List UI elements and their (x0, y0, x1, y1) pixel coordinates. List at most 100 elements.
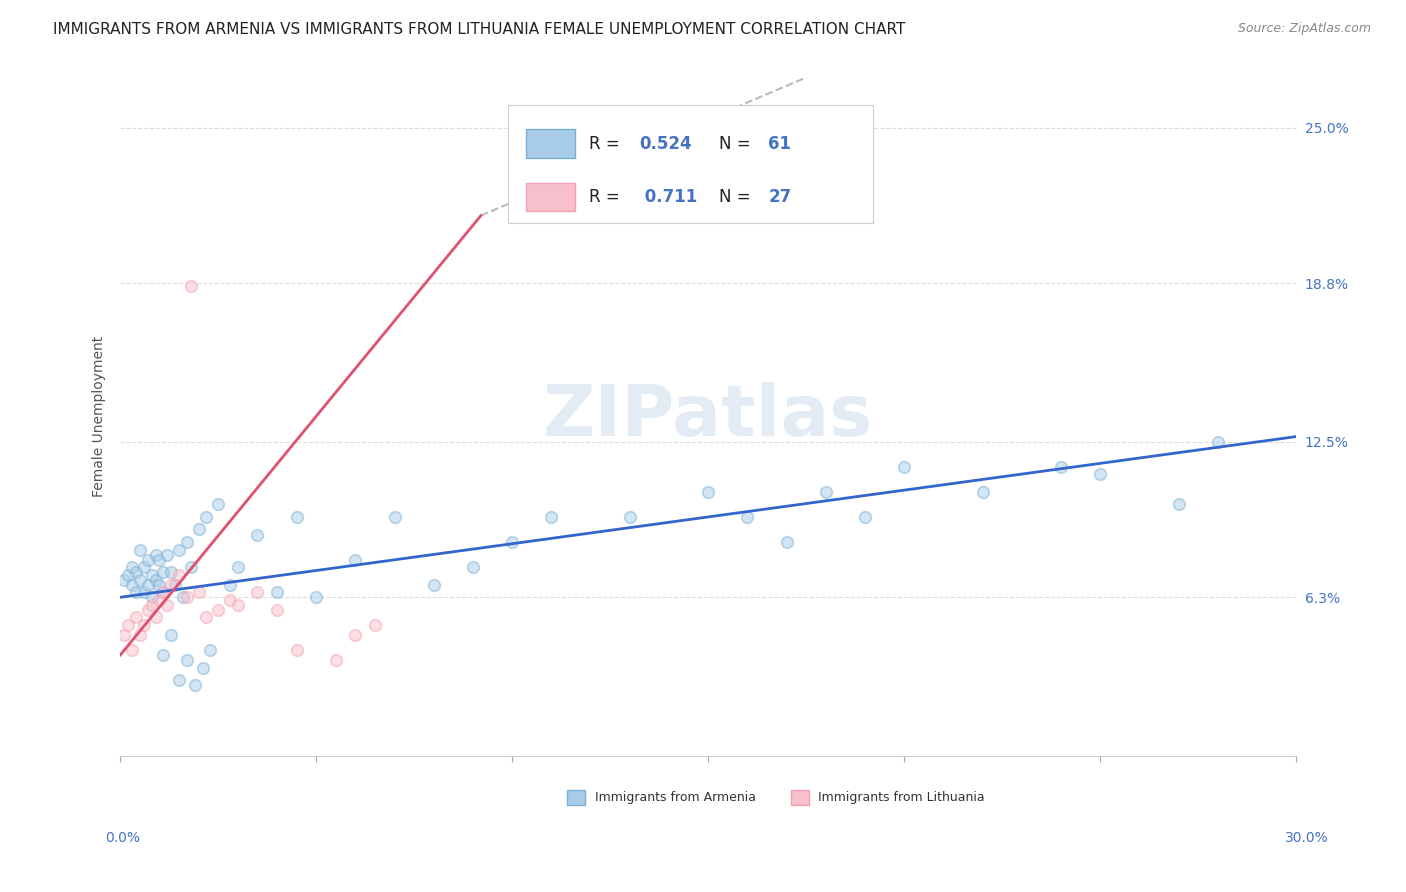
Point (141, 591, 163, 605)
Point (121, 643, 143, 657)
Point (136, 603, 159, 617)
Point (501, 535, 523, 549)
Point (285, 643, 308, 657)
Point (737, 510, 759, 524)
Point (423, 578, 446, 592)
Point (226, 598, 249, 612)
Point (697, 484, 720, 499)
Point (191, 660, 214, 674)
Y-axis label: Female Unemployment: Female Unemployment (93, 336, 107, 497)
Point (461, 560, 484, 574)
Bar (526, 129, 575, 158)
Point (814, 484, 837, 499)
Point (117, 618, 139, 632)
Text: Immigrants from Lithuania: Immigrants from Lithuania (818, 791, 984, 804)
Point (145, 610, 167, 624)
Point (226, 560, 249, 574)
Point (187, 523, 209, 537)
Point (246, 527, 269, 541)
Point (148, 552, 170, 566)
Point (364, 618, 387, 632)
Point (128, 542, 150, 557)
Point (160, 578, 183, 592)
Point (344, 628, 367, 642)
Point (180, 278, 202, 293)
Text: R =: R = (589, 188, 626, 206)
Point (128, 573, 150, 587)
Text: 27: 27 (768, 188, 792, 206)
FancyBboxPatch shape (509, 104, 873, 223)
Point (167, 673, 190, 688)
Bar (790, 790, 808, 805)
Point (145, 573, 167, 587)
Point (619, 510, 641, 524)
Point (125, 610, 148, 624)
Point (207, 603, 229, 617)
Point (384, 510, 406, 524)
Point (128, 628, 150, 642)
Point (165, 578, 187, 592)
Point (266, 603, 288, 617)
Point (183, 678, 205, 692)
Point (180, 560, 202, 574)
Point (246, 585, 269, 599)
Point (112, 573, 135, 587)
Point (152, 565, 174, 579)
Point (540, 510, 562, 524)
Point (148, 578, 170, 592)
Point (176, 653, 198, 667)
Point (156, 548, 179, 562)
Point (176, 535, 198, 549)
Point (972, 484, 994, 499)
Text: 61: 61 (768, 135, 792, 153)
Point (132, 618, 155, 632)
Point (1050, 459, 1073, 474)
Point (160, 565, 183, 579)
Point (325, 653, 347, 667)
Text: 0.711: 0.711 (638, 188, 697, 206)
Text: Source: ZipAtlas.com: Source: ZipAtlas.com (1237, 22, 1371, 36)
Point (776, 535, 799, 549)
Point (219, 578, 242, 592)
Text: IMMIGRANTS FROM ARMENIA VS IMMIGRANTS FROM LITHUANIA FEMALE UNEMPLOYMENT CORRELA: IMMIGRANTS FROM ARMENIA VS IMMIGRANTS FR… (53, 22, 905, 37)
Text: N =: N = (718, 188, 756, 206)
Point (187, 585, 209, 599)
Point (141, 567, 163, 582)
Point (136, 578, 159, 592)
Point (172, 591, 194, 605)
Point (167, 567, 190, 582)
Point (305, 591, 328, 605)
Point (1167, 497, 1189, 511)
Bar (526, 183, 575, 211)
Point (167, 542, 190, 557)
Point (200, 643, 222, 657)
Point (152, 648, 174, 662)
Text: Immigrants from Armenia: Immigrants from Armenia (595, 791, 755, 804)
Point (132, 585, 155, 599)
Point (853, 510, 876, 524)
Point (156, 598, 179, 612)
Point (152, 585, 174, 599)
Point (117, 567, 139, 582)
Point (141, 598, 163, 612)
Point (136, 552, 159, 566)
Point (121, 560, 143, 574)
Point (125, 565, 148, 579)
Point (285, 510, 308, 524)
Point (195, 610, 218, 624)
Text: 30.0%: 30.0% (1285, 831, 1329, 846)
Text: 0.524: 0.524 (638, 135, 692, 153)
Point (152, 585, 174, 599)
Text: N =: N = (718, 135, 756, 153)
Bar (567, 790, 585, 805)
Point (1090, 467, 1112, 482)
Point (160, 628, 183, 642)
Point (266, 585, 288, 599)
Point (344, 552, 367, 566)
Point (125, 585, 148, 599)
Point (1206, 434, 1229, 449)
Point (176, 591, 198, 605)
Point (132, 560, 155, 574)
Point (112, 628, 135, 642)
Point (195, 510, 218, 524)
